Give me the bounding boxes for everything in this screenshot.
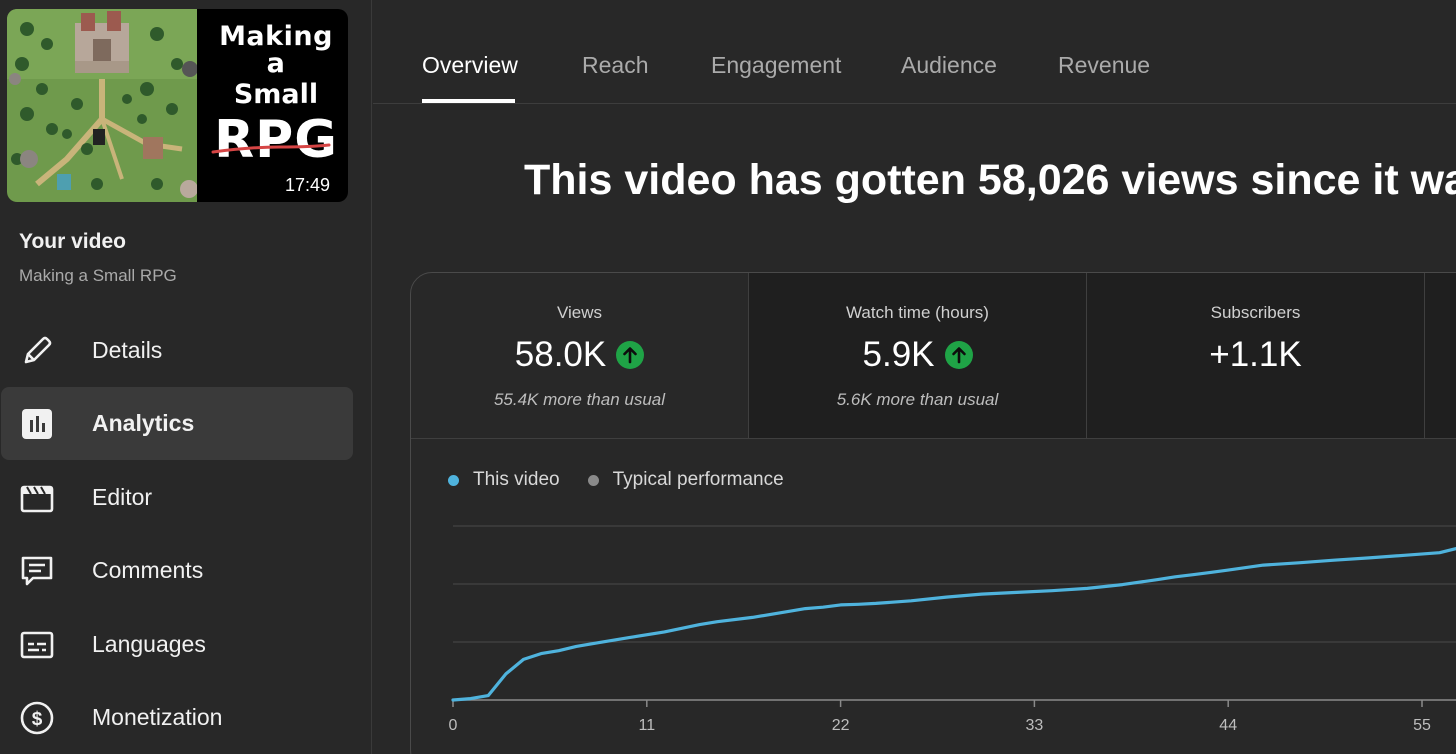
video-duration: 17:49 — [285, 175, 330, 196]
sidebar-item-details[interactable]: Details — [1, 314, 353, 387]
views-line-chart[interactable]: 0 11 22 33 44 55 — [411, 273, 1456, 754]
thumbnail-title-line3: RPG — [207, 114, 345, 166]
x-tick-label: 55 — [1413, 717, 1431, 734]
subtitles-icon — [19, 627, 55, 663]
thumbnail-underline — [210, 141, 332, 157]
clapperboard-icon — [19, 480, 55, 516]
series-line-this-video — [453, 548, 1456, 700]
sidebar-item-label: Monetization — [92, 704, 222, 731]
sidebar-item-label: Comments — [92, 557, 203, 584]
active-tab-indicator — [422, 99, 515, 103]
sidebar-item-languages[interactable]: Languages — [1, 608, 353, 681]
sidebar-item-label: Languages — [92, 631, 206, 658]
tab-audience[interactable]: Audience — [901, 52, 997, 79]
x-tick-label: 11 — [638, 717, 655, 734]
thumbnail-title-line1: Making a — [207, 23, 345, 77]
svg-text:$: $ — [32, 709, 43, 730]
pencil-icon — [19, 333, 55, 369]
main-content: Overview Reach Engagement Audience Reven… — [373, 0, 1456, 754]
sidebar: Making a Small RPG 17:49 Your video Maki… — [0, 0, 372, 754]
overview-card: Views 58.0K 55.4K more than usual Watch … — [410, 272, 1456, 754]
tab-revenue[interactable]: Revenue — [1058, 52, 1150, 79]
your-video-heading: Your video — [19, 230, 126, 254]
x-tick-label: 33 — [1026, 717, 1044, 734]
sidebar-item-label: Details — [92, 337, 162, 364]
rpg-map-artwork — [7, 9, 197, 202]
sidebar-item-comments[interactable]: Comments — [1, 534, 353, 607]
sidebar-item-editor[interactable]: Editor — [1, 461, 353, 534]
x-tick-label: 0 — [449, 717, 458, 734]
x-tick-label: 44 — [1219, 717, 1237, 734]
analytics-tabs: Overview Reach Engagement Audience Reven… — [373, 0, 1456, 104]
dollar-icon: $ — [19, 700, 55, 736]
comment-icon — [19, 553, 55, 589]
tab-overview[interactable]: Overview — [422, 52, 518, 79]
sidebar-item-label: Editor — [92, 484, 152, 511]
analytics-icon — [19, 406, 55, 442]
x-tick-label: 22 — [832, 717, 850, 734]
sidebar-item-monetization[interactable]: $ Monetization — [1, 681, 353, 754]
thumbnail-title-line2: Small — [207, 81, 345, 108]
video-thumbnail[interactable]: Making a Small RPG 17:49 — [7, 9, 348, 202]
tab-engagement[interactable]: Engagement — [711, 52, 841, 79]
sidebar-item-label: Analytics — [92, 410, 194, 437]
video-title: Making a Small RPG — [19, 266, 177, 286]
page-headline: This video has gotten 58,026 views since… — [524, 156, 1456, 205]
tab-reach[interactable]: Reach — [582, 52, 648, 79]
sidebar-item-analytics[interactable]: Analytics — [1, 387, 353, 460]
